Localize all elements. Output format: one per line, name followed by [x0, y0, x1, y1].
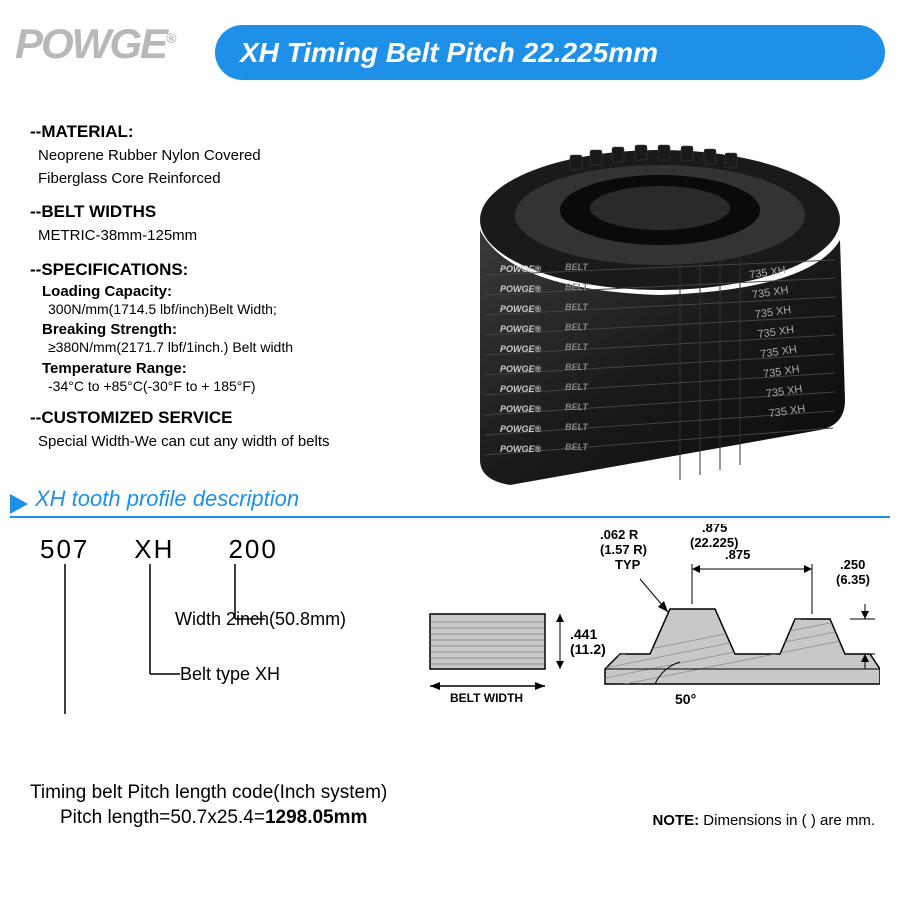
belt-product-image: POWGE® BELT POWGE® BELT POWGE® BELT POWGE® B…	[380, 100, 870, 500]
breaking-heading: Breaking Strength:	[42, 321, 390, 338]
page-title: XH Timing Belt Pitch 22.225mm	[240, 37, 658, 69]
dimension-note: NOTE: Dimensions in ( ) are mm.	[652, 812, 875, 829]
svg-text:POWGE®: POWGE®	[500, 324, 542, 334]
svg-text:BELT WIDTH: BELT WIDTH	[450, 691, 523, 705]
svg-text:POWGE®: POWGE®	[500, 264, 542, 274]
section-divider: XH tooth profile description	[10, 484, 890, 524]
custom-heading: --CUSTOMIZED SERVICE	[30, 408, 390, 428]
svg-text:POWGE®: POWGE®	[500, 304, 542, 314]
code-diagram: 507 XH 200 Width 2inch(50.8mm) Belt type…	[40, 534, 390, 565]
tooth-profile-diagram: BELT WIDTH .441 (11.2)	[420, 524, 880, 759]
svg-text:BELT: BELT	[565, 442, 589, 452]
svg-text:BELT: BELT	[565, 422, 589, 432]
svg-text:.250: .250	[840, 557, 865, 572]
svg-text:POWGE®: POWGE®	[500, 284, 542, 294]
arrow-icon	[10, 494, 28, 514]
material-heading: --MATERIAL:	[30, 122, 390, 142]
svg-text:BELT: BELT	[565, 402, 589, 412]
svg-text:BELT: BELT	[565, 362, 589, 372]
loading-heading: Loading Capacity:	[42, 283, 390, 300]
svg-text:POWGE®: POWGE®	[500, 424, 542, 434]
svg-text:.062 R: .062 R	[600, 527, 639, 542]
svg-text:(1.57 R): (1.57 R)	[600, 542, 647, 557]
svg-text:(22.225): (22.225)	[690, 535, 738, 550]
material-line: Fiberglass Core Reinforced	[38, 168, 390, 191]
pitch-value: Pitch length=50.7x25.4=1298.05mm	[60, 807, 367, 829]
svg-text:.875: .875	[702, 524, 727, 535]
code-xh: XH	[134, 534, 219, 565]
svg-text:BELT: BELT	[565, 342, 589, 352]
svg-text:(6.35): (6.35)	[836, 572, 870, 587]
pitch-label: Timing belt Pitch length code(Inch syste…	[30, 782, 387, 804]
material-line: Neoprene Rubber Nylon Covered	[38, 145, 390, 168]
svg-text:50°: 50°	[675, 691, 696, 707]
svg-text:POWGE®: POWGE®	[500, 364, 542, 374]
svg-text:(11.2): (11.2)	[570, 641, 606, 657]
svg-text:BELT: BELT	[565, 262, 589, 272]
svg-text:.441: .441	[570, 626, 597, 642]
temp-text: -34°C to +85°C(-30°F to + 185°F)	[48, 377, 390, 397]
loading-text: 300N/mm(1714.5 lbf/inch)Belt Width;	[48, 300, 390, 320]
brand-logo: POWGE®	[15, 20, 174, 68]
code-200: 200	[228, 534, 313, 565]
widths-heading: --BELT WIDTHS	[30, 202, 390, 222]
specifications-block: --MATERIAL: Neoprene Rubber Nylon Covere…	[30, 122, 390, 454]
breaking-text: ≥380N/mm(2171.7 lbf/1inch.) Belt width	[48, 338, 390, 358]
custom-text: Special Width-We can cut any width of be…	[38, 431, 390, 454]
svg-text:TYP: TYP	[615, 557, 641, 572]
svg-text:BELT: BELT	[565, 302, 589, 312]
temp-heading: Temperature Range:	[42, 360, 390, 377]
svg-text:BELT: BELT	[565, 322, 589, 332]
divider-title: XH tooth profile description	[35, 486, 299, 512]
svg-text:POWGE®: POWGE®	[500, 404, 542, 414]
svg-text:POWGE®: POWGE®	[500, 344, 542, 354]
svg-text:POWGE®: POWGE®	[500, 444, 542, 454]
width-label: Width 2inch(50.8mm)	[175, 609, 346, 630]
title-banner: XH Timing Belt Pitch 22.225mm	[215, 25, 885, 80]
specs-heading: --SPECIFICATIONS:	[30, 260, 390, 280]
svg-text:BELT: BELT	[565, 382, 589, 392]
svg-text:POWGE®: POWGE®	[500, 384, 542, 394]
type-label: Belt type XH	[180, 664, 280, 685]
svg-text:BELT: BELT	[565, 282, 589, 292]
code-507: 507	[40, 534, 125, 565]
widths-text: METRIC-38mm-125mm	[38, 225, 390, 248]
